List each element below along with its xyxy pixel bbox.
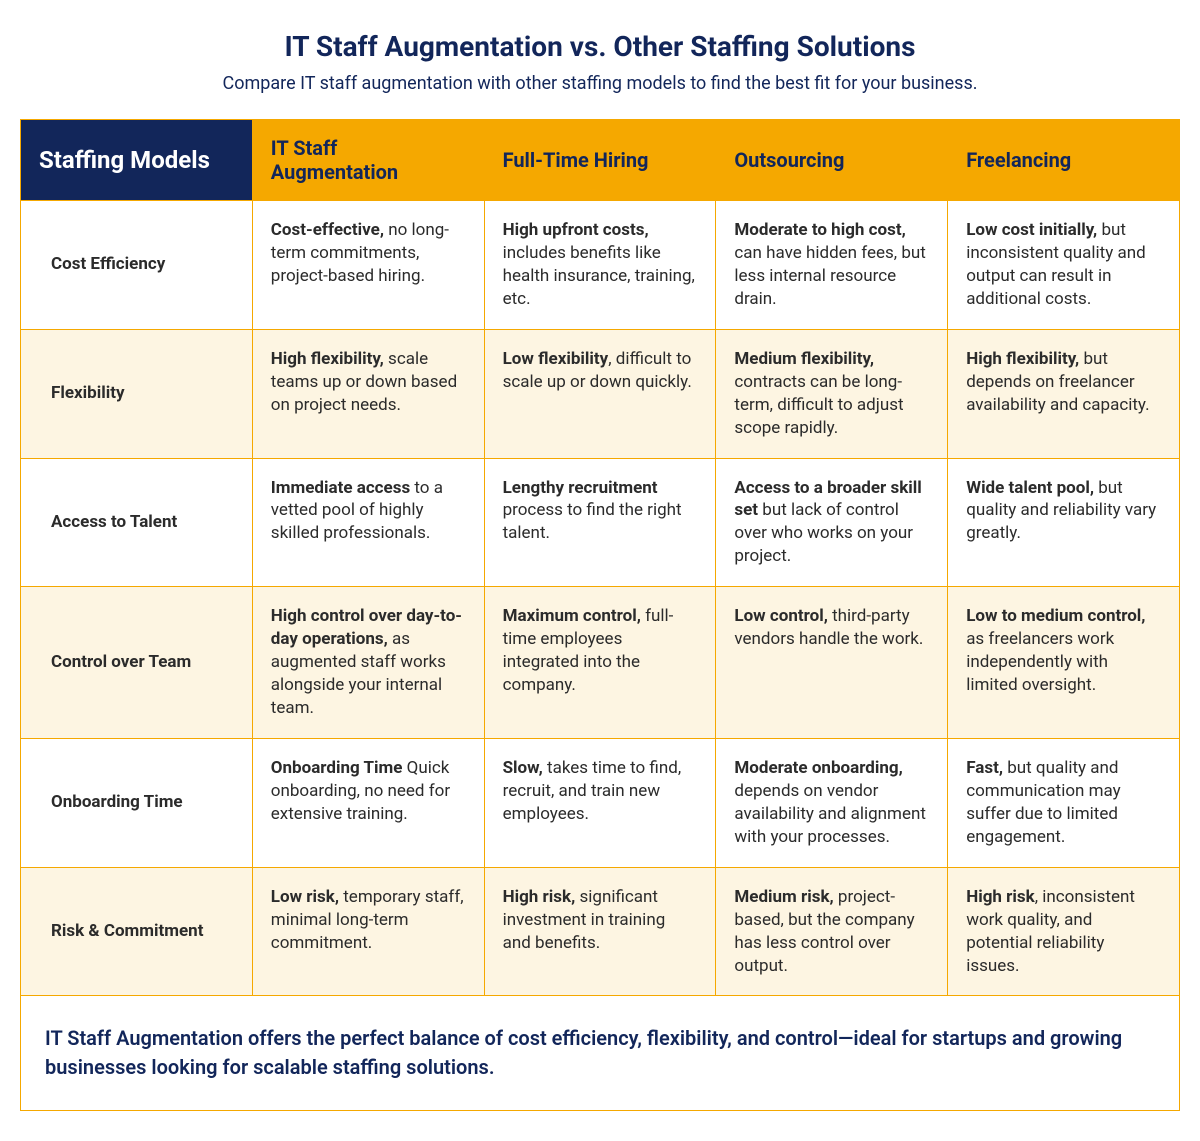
cell-bold-text: Low control,: [734, 606, 828, 626]
cell-bold-text: Medium risk,: [734, 887, 833, 907]
cell-rest-text: can have hidden fees, but less internal …: [734, 243, 925, 309]
table-cell: Low risk, temporary staff, minimal long-…: [252, 867, 484, 996]
table-cell: High control over day-to-day operations,…: [252, 587, 484, 739]
col-header: Full-Time Hiring: [484, 120, 716, 201]
table-cell: Onboarding Time Quick onboarding, no nee…: [252, 738, 484, 867]
table-cell: High risk, significant investment in tra…: [484, 867, 716, 996]
cell-bold-text: Low to medium control,: [966, 606, 1145, 626]
footer-row: IT Staff Augmentation offers the perfect…: [21, 996, 1180, 1111]
cell-bold-text: Medium flexibility,: [734, 349, 874, 369]
table-row: FlexibilityHigh flexibility, scale teams…: [21, 329, 1180, 458]
cell-bold-text: High control over day-to-day operations,: [271, 606, 462, 649]
cell-bold-text: High risk,: [503, 887, 576, 907]
cell-bold-text: Low cost initially,: [966, 220, 1097, 240]
table-cell: Low control, third-party vendors handle …: [716, 587, 948, 739]
cell-bold-text: Moderate onboarding,: [734, 758, 902, 778]
comparison-table: Staffing Models IT Staff Augmentation Fu…: [20, 119, 1180, 1111]
cell-bold-text: Maximum control,: [503, 606, 641, 626]
row-label: Access to Talent: [21, 458, 253, 587]
table-cell: Low cost initially, but inconsistent qua…: [948, 201, 1180, 330]
table-cell: Low to medium control, as freelancers wo…: [948, 587, 1180, 739]
header-row: Staffing Models IT Staff Augmentation Fu…: [21, 120, 1180, 201]
cell-bold-text: Immediate access: [271, 478, 410, 498]
col-header: Freelancing: [948, 120, 1180, 201]
table-row: Control over TeamHigh control over day-t…: [21, 587, 1180, 739]
cell-bold-text: Low risk,: [271, 887, 339, 907]
row-label: Cost Efficiency: [21, 201, 253, 330]
cell-bold-text: High upfront costs,: [503, 220, 649, 240]
table-cell: Moderate onboarding, depends on vendor a…: [716, 738, 948, 867]
cell-bold-text: Moderate to high cost,: [734, 220, 905, 240]
corner-header: Staffing Models: [21, 120, 253, 201]
table-cell: High flexibility, scale teams up or down…: [252, 329, 484, 458]
table-cell: Medium risk, project-based, but the comp…: [716, 867, 948, 996]
footer-text: IT Staff Augmentation offers the perfect…: [21, 996, 1180, 1111]
cell-bold-text: High risk: [966, 887, 1035, 907]
cell-rest-text: process to find the right talent.: [503, 500, 682, 543]
cell-bold-text: High flexibility,: [271, 349, 384, 369]
table-cell: Fast, but quality and communication may …: [948, 738, 1180, 867]
table-cell: Moderate to high cost, can have hidden f…: [716, 201, 948, 330]
row-label: Onboarding Time: [21, 738, 253, 867]
table-row: Risk & CommitmentLow risk, temporary sta…: [21, 867, 1180, 996]
cell-bold-text: Low flexibility: [503, 349, 609, 369]
cell-bold-text: High flexibility,: [966, 349, 1079, 369]
table-cell: High upfront costs, includes benefits li…: [484, 201, 716, 330]
cell-bold-text: Wide talent pool,: [966, 478, 1094, 498]
cell-rest-text: but lack of control over who works on yo…: [734, 500, 913, 566]
table-cell: High risk, inconsistent work quality, an…: [948, 867, 1180, 996]
col-header: Outsourcing: [716, 120, 948, 201]
cell-bold-text: Cost-effective,: [271, 220, 384, 240]
page-subtitle: Compare IT staff augmentation with other…: [20, 73, 1180, 94]
table-row: Onboarding TimeOnboarding Time Quick onb…: [21, 738, 1180, 867]
table-cell: Low flexibility, difficult to scale up o…: [484, 329, 716, 458]
cell-rest-text: contracts can be long-term, difficult to…: [734, 372, 903, 438]
cell-rest-text: includes benefits like health insurance,…: [503, 243, 695, 309]
table-cell: Wide talent pool, but quality and reliab…: [948, 458, 1180, 587]
table-cell: Lengthy recruitment process to find the …: [484, 458, 716, 587]
table-cell: Access to a broader skill set but lack o…: [716, 458, 948, 587]
table-cell: Cost-effective, no long-term commitments…: [252, 201, 484, 330]
cell-rest-text: depends on vendor availability and align…: [734, 781, 926, 847]
col-header: IT Staff Augmentation: [252, 120, 484, 201]
page-title: IT Staff Augmentation vs. Other Staffing…: [20, 30, 1180, 63]
table-cell: High flexibility, but depends on freelan…: [948, 329, 1180, 458]
cell-bold-text: Onboarding Time: [271, 758, 403, 778]
cell-bold-text: Lengthy recruitment: [503, 478, 658, 498]
table-cell: Maximum control, full-time employees int…: [484, 587, 716, 739]
table-cell: Slow, takes time to find, recruit, and t…: [484, 738, 716, 867]
cell-rest-text: as freelancers work independently with l…: [966, 629, 1114, 695]
table-cell: Medium flexibility, contracts can be lon…: [716, 329, 948, 458]
table-row: Cost EfficiencyCost-effective, no long-t…: [21, 201, 1180, 330]
cell-bold-text: Fast,: [966, 758, 1003, 778]
row-label: Control over Team: [21, 587, 253, 739]
row-label: Flexibility: [21, 329, 253, 458]
table-cell: Immediate access to a vetted pool of hig…: [252, 458, 484, 587]
row-label: Risk & Commitment: [21, 867, 253, 996]
table-row: Access to TalentImmediate access to a ve…: [21, 458, 1180, 587]
cell-bold-text: Slow,: [503, 758, 543, 778]
